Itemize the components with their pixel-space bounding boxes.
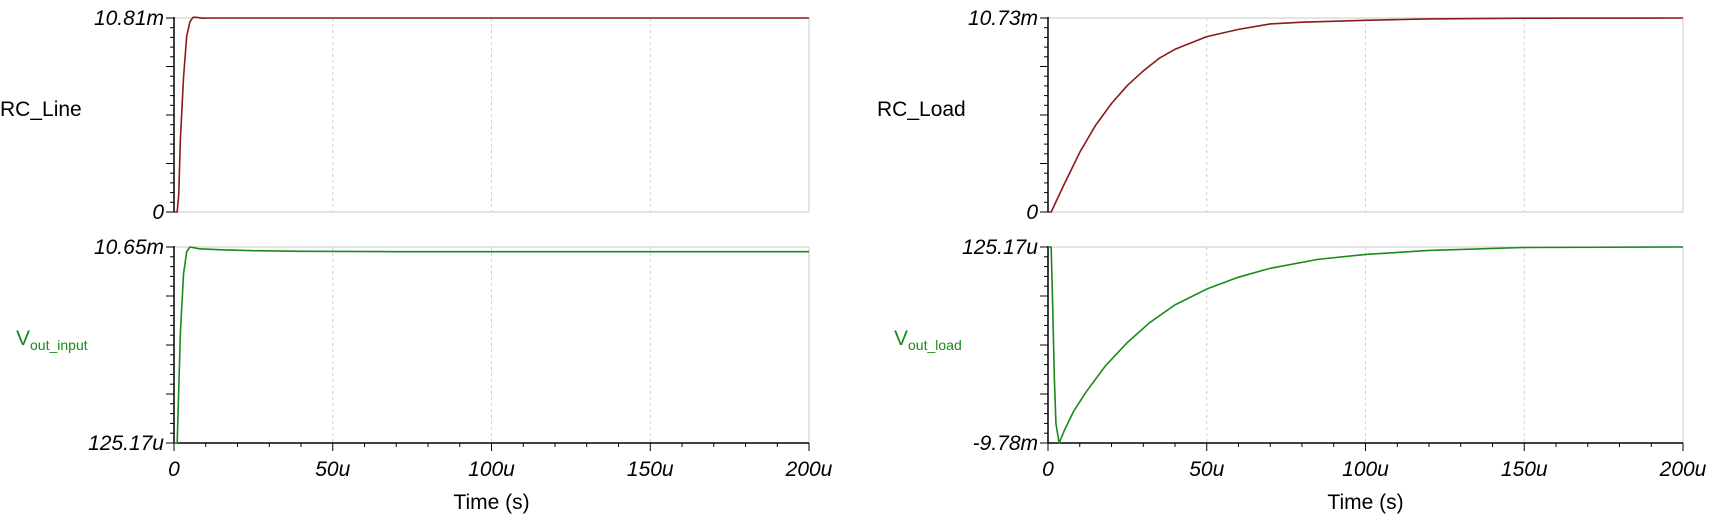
series-label-main: V [894,327,908,350]
x-tick-label: 0 [168,458,180,481]
series-line [1048,246,1684,444]
x-tick-label: 200u [1659,458,1707,481]
series-line [174,246,809,444]
x-tick-label: 50u [315,458,350,481]
y-tick-label-top: 125.17u [962,236,1038,259]
series-label: Vout_load [894,327,962,353]
series-label-subscript: out_load [908,337,962,353]
y-tick-label-top: 10.73m [968,7,1038,30]
series-line [174,16,809,213]
x-tick-label: 100u [468,458,515,481]
series-label-main: RC_Line [0,98,82,121]
series-label-main: RC_Load [877,98,966,121]
x-tick-label: 50u [1189,458,1224,481]
series-label: RC_Line [0,98,82,121]
series-label-subscript: out_input [30,337,88,353]
x-tick-label: 200u [785,458,833,481]
y-tick-label-bottom: 0 [152,201,164,224]
x-axis-title: Time (s) [453,491,529,514]
series-label-main: V [16,327,30,350]
y-tick-label-bottom: -9.78m [973,432,1038,455]
series-line [1048,17,1684,213]
x-tick-label: 150u [1501,458,1548,481]
x-axis-title: Time (s) [1327,491,1403,514]
y-tick-label-top: 10.81m [94,7,164,30]
x-tick-label: 0 [1042,458,1054,481]
series-label: Vout_input [16,327,88,353]
x-tick-label: 150u [627,458,674,481]
y-tick-label-bottom: 0 [1026,201,1038,224]
y-tick-label-bottom: 125.17u [88,432,164,455]
y-tick-label-top: 10.65m [94,236,164,259]
series-label: RC_Load [877,98,966,121]
x-tick-label: 100u [1342,458,1389,481]
